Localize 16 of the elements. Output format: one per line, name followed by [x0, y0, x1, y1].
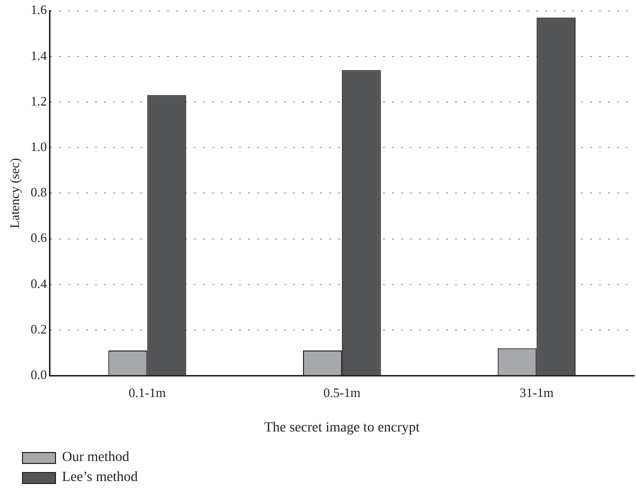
legend-label: Lee’s method — [62, 470, 138, 486]
y-tick-label: 1.6 — [30, 2, 48, 18]
y-tick-label: 0.8 — [30, 184, 47, 200]
y-axis-title: Latency (sec) — [7, 158, 22, 228]
y-tick-label: 0.4 — [30, 276, 48, 291]
y-tick-label: 1.0 — [30, 139, 47, 154]
y-tick-label: 1.4 — [30, 48, 48, 63]
x-axis-title: The secret image to encrypt — [264, 420, 420, 436]
y-tick-label: 1.2 — [30, 93, 47, 108]
y-tick-label: 0.6 — [30, 230, 48, 246]
y-tick-label: 0.0 — [30, 367, 47, 382]
y-tick-label: 0.2 — [30, 321, 47, 336]
x-tick-label: 31-1m — [520, 384, 554, 400]
x-tick-label: 0.1-1m — [128, 384, 166, 400]
legend-label: Our method — [62, 450, 130, 466]
x-tick-label: 0.5-1m — [323, 384, 361, 400]
